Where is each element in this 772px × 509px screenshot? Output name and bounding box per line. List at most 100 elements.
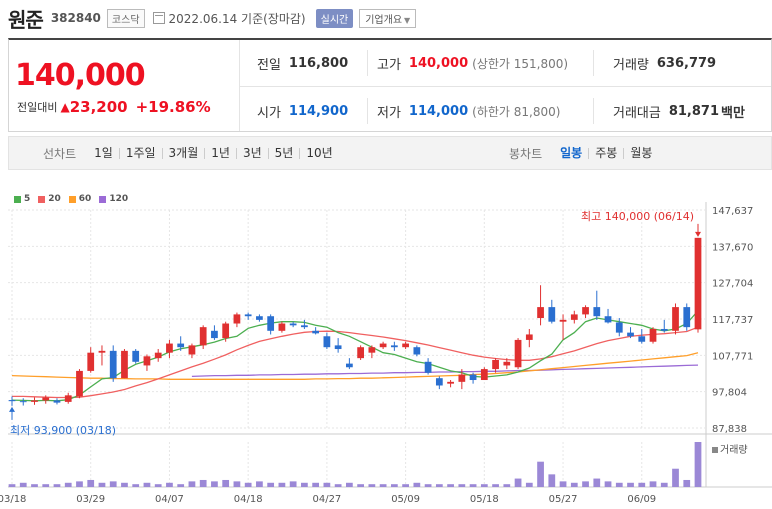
candle-body bbox=[199, 327, 207, 346]
upper-limit: (상한가 151,800) bbox=[472, 57, 569, 71]
candle-body bbox=[301, 325, 308, 328]
candle-body bbox=[143, 356, 151, 366]
x-tick-label: 03/29 bbox=[76, 494, 105, 505]
candle-body bbox=[424, 361, 432, 373]
legend-label: 20 bbox=[48, 194, 61, 204]
volume-bar bbox=[42, 484, 50, 487]
open-label: 시가 bbox=[257, 106, 281, 121]
volume-bar bbox=[525, 482, 533, 487]
legend-swatch bbox=[99, 195, 107, 203]
legend-label: 60 bbox=[78, 194, 92, 204]
period-1d[interactable]: 1일 bbox=[94, 145, 113, 160]
volume-bar bbox=[177, 484, 185, 487]
volume-bar bbox=[323, 482, 331, 487]
volume-bar bbox=[379, 484, 387, 487]
y-tick-label: 117,737 bbox=[712, 315, 753, 326]
legend-label: 120 bbox=[109, 194, 129, 204]
volume-value: 636,779 bbox=[656, 56, 717, 71]
candle-body bbox=[132, 350, 140, 362]
volume-bar bbox=[604, 481, 612, 487]
candle-body bbox=[480, 369, 488, 381]
realtime-button[interactable]: 실시간 bbox=[315, 8, 354, 28]
candle-body bbox=[570, 314, 578, 320]
candle-body bbox=[53, 400, 61, 403]
candle-body bbox=[346, 363, 353, 368]
volume-bar bbox=[233, 481, 241, 487]
volume-bar bbox=[672, 468, 679, 487]
period-5y[interactable]: 5년 bbox=[267, 147, 300, 159]
volume-bar bbox=[357, 484, 364, 487]
candle-body bbox=[31, 400, 38, 402]
candle-chart-periods: 봉차트 일봉 주봉 월봉 bbox=[509, 137, 658, 169]
company-info-dropdown[interactable]: 기업개요 ▼ bbox=[359, 8, 417, 28]
volume-bar bbox=[19, 482, 27, 487]
x-tick-label: 04/07 bbox=[155, 494, 184, 505]
period-3y[interactable]: 3년 bbox=[235, 147, 268, 159]
volume-bar bbox=[166, 482, 173, 487]
candle-body bbox=[525, 334, 533, 340]
volume-legend-swatch bbox=[712, 447, 718, 453]
candle-body bbox=[660, 328, 668, 331]
volume-legend-label: 거래량 bbox=[720, 444, 748, 456]
legend-ma5: 5 bbox=[14, 194, 30, 204]
legend-label: 5 bbox=[24, 194, 31, 204]
trade-value-label: 거래대금 bbox=[613, 106, 661, 121]
candle-body bbox=[323, 336, 331, 348]
y-tick-label: 137,670 bbox=[712, 242, 753, 253]
candle-body bbox=[211, 330, 218, 339]
candle-body bbox=[503, 361, 511, 366]
candle-body bbox=[278, 323, 286, 331]
period-10y[interactable]: 10년 bbox=[299, 147, 338, 159]
period-1w[interactable]: 1주일 bbox=[118, 147, 162, 159]
line-chart-title: 선차트 bbox=[43, 146, 77, 161]
divider bbox=[239, 40, 240, 131]
volume-bar bbox=[615, 482, 623, 487]
high-value: 140,000 bbox=[408, 56, 469, 71]
volume-bar bbox=[368, 484, 376, 487]
change-label: 전일대비 bbox=[17, 101, 58, 114]
volume-bar bbox=[492, 484, 499, 487]
volume-bar bbox=[312, 482, 320, 487]
y-tick-label: 127,704 bbox=[712, 279, 753, 290]
volume-bar bbox=[469, 484, 477, 487]
candle-body bbox=[435, 378, 443, 386]
candle-body bbox=[42, 397, 50, 401]
y-tick-label: 147,637 bbox=[712, 206, 753, 217]
period-1y[interactable]: 1년 bbox=[204, 147, 236, 159]
change-amount: 23,200 bbox=[69, 98, 128, 116]
volume-bar bbox=[435, 484, 443, 487]
period-weekly[interactable]: 주봉 bbox=[588, 147, 623, 159]
y-tick-label: 87,838 bbox=[712, 424, 747, 435]
candle-body bbox=[627, 332, 634, 337]
price-change: 전일대비 ▲ 23,200 +19.86% bbox=[17, 98, 211, 116]
min-price-label: 최저 93,900 (03/18) bbox=[10, 424, 116, 437]
line-chart-periods: 선차트 1일 1주일 3개월 1년 3년 5년 10년 bbox=[43, 137, 339, 169]
volume-bar bbox=[76, 481, 83, 487]
candle-body bbox=[154, 352, 162, 359]
stock-header: 원준 382840 코스닥 2022.06.14 기준(장마감) 실시간 기업개… bbox=[8, 6, 417, 32]
candle-body bbox=[312, 330, 320, 334]
period-daily[interactable]: 일봉 bbox=[560, 145, 583, 160]
y-tick-label: 97,804 bbox=[712, 388, 747, 399]
candle-body bbox=[638, 336, 646, 342]
candle-body bbox=[447, 381, 454, 384]
company-info-label: 기업개요 bbox=[365, 14, 403, 26]
volume-bar bbox=[649, 481, 657, 487]
x-tick-label: 05/27 bbox=[549, 494, 578, 505]
period-selector: 선차트 1일 1주일 3개월 1년 3년 5년 10년 봉차트 일봉 주봉 월봉 bbox=[8, 136, 772, 170]
period-monthly[interactable]: 월봉 bbox=[623, 147, 658, 159]
volume-bar bbox=[222, 479, 230, 487]
candle-body bbox=[256, 316, 263, 320]
candle-body bbox=[559, 319, 567, 322]
volume-bar bbox=[154, 484, 162, 487]
volume-bar bbox=[503, 484, 511, 487]
period-3m[interactable]: 3개월 bbox=[161, 147, 205, 159]
volume-bar bbox=[683, 479, 691, 487]
volume-bar bbox=[87, 479, 95, 487]
candle-body bbox=[537, 307, 544, 319]
lower-limit: (하한가 81,800) bbox=[472, 105, 561, 119]
volume-bar bbox=[582, 481, 589, 487]
candle-body bbox=[694, 237, 702, 330]
x-tick-label: 04/18 bbox=[234, 494, 263, 505]
trade-value-value: 81,871 bbox=[668, 104, 720, 119]
